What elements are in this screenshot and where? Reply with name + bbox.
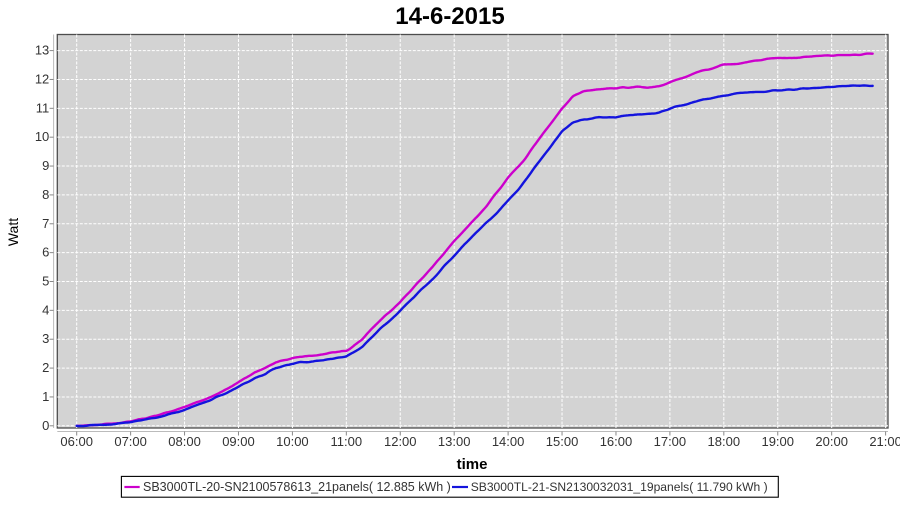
svg-text:7: 7 <box>42 216 49 231</box>
svg-text:2: 2 <box>42 360 49 375</box>
svg-text:SB3000TL-21-SN2130032031_19pan: SB3000TL-21-SN2130032031_19panels( 11.79… <box>471 480 768 494</box>
svg-text:10: 10 <box>35 129 49 144</box>
svg-text:14-6-2015: 14-6-2015 <box>395 3 504 30</box>
svg-text:11:00: 11:00 <box>331 434 363 449</box>
svg-text:16:00: 16:00 <box>600 434 633 449</box>
svg-text:SB3000TL-20-SN2100578613_21pan: SB3000TL-20-SN2100578613_21panels( 12.88… <box>143 480 451 494</box>
svg-text:09:00: 09:00 <box>222 434 255 449</box>
svg-text:18:00: 18:00 <box>708 434 741 449</box>
svg-text:4: 4 <box>42 302 49 317</box>
svg-text:19:00: 19:00 <box>761 434 794 449</box>
svg-text:10:00: 10:00 <box>276 434 309 449</box>
svg-text:06:00: 06:00 <box>60 434 93 449</box>
svg-text:6: 6 <box>42 245 49 260</box>
svg-text:15:00: 15:00 <box>546 434 579 449</box>
svg-text:12:00: 12:00 <box>384 434 417 449</box>
svg-text:13:00: 13:00 <box>438 434 471 449</box>
svg-text:Watt: Watt <box>5 218 21 246</box>
svg-text:12: 12 <box>35 72 49 87</box>
svg-text:9: 9 <box>42 158 49 173</box>
svg-text:13: 13 <box>35 43 49 58</box>
svg-text:11: 11 <box>36 100 50 115</box>
svg-text:8: 8 <box>42 187 49 202</box>
svg-text:17:00: 17:00 <box>654 434 687 449</box>
svg-text:21:00: 21:00 <box>869 434 900 449</box>
svg-text:07:00: 07:00 <box>114 434 147 449</box>
svg-text:08:00: 08:00 <box>168 434 201 449</box>
svg-text:1: 1 <box>42 389 49 404</box>
svg-text:3: 3 <box>42 331 49 346</box>
svg-text:0: 0 <box>42 418 49 433</box>
svg-text:time: time <box>457 456 488 473</box>
svg-text:20:00: 20:00 <box>815 434 848 449</box>
svg-text:5: 5 <box>42 274 49 289</box>
svg-text:14:00: 14:00 <box>492 434 525 449</box>
